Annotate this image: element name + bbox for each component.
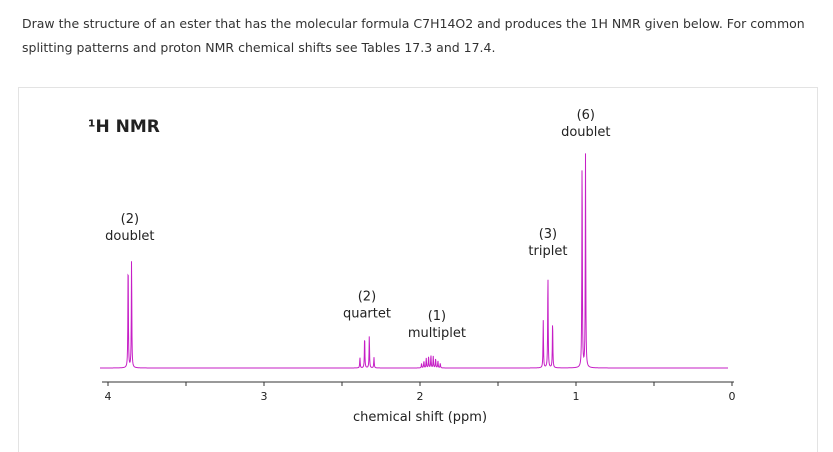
x-tick-label: 0 <box>729 390 736 403</box>
x-tick-label: 4 <box>105 390 112 403</box>
peak-labels: (2) doublet (2) quartet (1) multiplet (3) tripl… <box>105 108 610 341</box>
chart-title: ¹H NMR <box>88 117 160 137</box>
peak-multiplicity-label: doublet <box>561 125 610 140</box>
x-tick-label: 3 <box>261 390 268 403</box>
x-tick-label: 1 <box>573 390 580 403</box>
peak-multiplicity-label: triplet <box>528 244 567 259</box>
peak-integration-label: (6) <box>577 108 595 123</box>
x-axis-ticks: 4 3 2 1 0 <box>105 382 736 403</box>
peak-integration-label: (2) <box>121 212 139 227</box>
peak-integration-label: (2) <box>358 290 376 305</box>
peak-multiplicity-label: doublet <box>105 229 154 244</box>
spectrum-line <box>100 153 728 369</box>
peak-integration-label: (1) <box>428 309 446 324</box>
peak-multiplicity-label: quartet <box>343 307 391 322</box>
peak-multiplicity-label: multiplet <box>408 326 466 341</box>
question-text: Draw the structure of an ester that has … <box>22 16 805 55</box>
x-axis-label: chemical shift (ppm) <box>353 410 487 425</box>
x-tick-label: 2 <box>417 390 424 403</box>
nmr-figure-card <box>18 87 818 452</box>
peak-integration-label: (3) <box>539 227 557 242</box>
